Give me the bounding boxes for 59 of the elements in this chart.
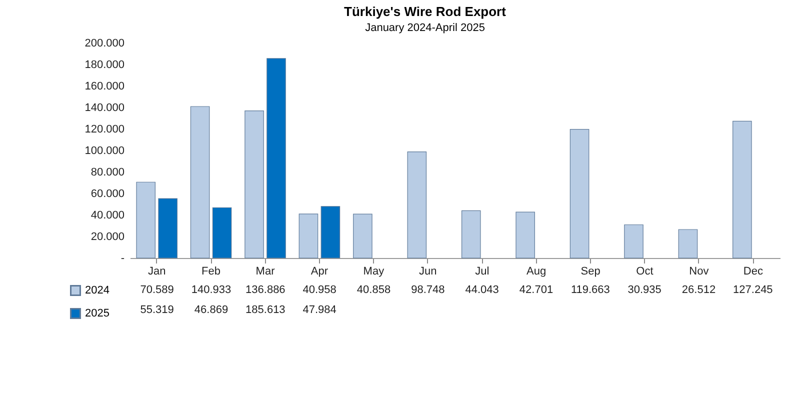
x-tick-label: May [363,266,385,278]
data-label: 30.935 [628,284,662,296]
x-tick-label: Nov [689,266,710,278]
bar [516,212,535,258]
y-tick-label: 60.000 [90,188,124,200]
y-tick-label: 160.000 [84,80,124,92]
data-label: 127.245 [733,284,773,296]
data-label: 119.663 [570,284,610,296]
data-label: 55.319 [140,304,174,316]
data-label: 42.701 [519,284,554,296]
x-tick-label: Aug [526,266,546,278]
x-tick-label: Jan [148,266,166,278]
x-tick-label: Jul [475,266,490,278]
x-tick-label: Mar [256,266,276,278]
bar [624,224,644,258]
x-tick-label: Jun [419,266,437,278]
bar [461,210,481,258]
x-tick-label: Apr [310,266,328,278]
y-tick-label: 120.000 [84,124,124,136]
data-label: 40.858 [356,284,391,296]
data-label: 26.512 [682,284,716,296]
bar [320,206,340,258]
bar [353,214,372,258]
bar [570,129,590,258]
y-tick-label: 140.000 [84,102,124,114]
legend-label: 2024 [85,284,110,296]
x-tick-label: Feb [202,266,221,278]
y-tick-label: 100.000 [84,145,124,157]
data-label: 44.043 [465,284,499,296]
bar [407,152,427,258]
bar [732,120,752,258]
y-tick-label: 180.000 [84,59,124,71]
data-label: 98.748 [411,284,445,296]
data-label: 46.869 [194,304,228,316]
bar [158,198,178,258]
legend-label: 2025 [85,308,110,320]
data-label: 136.886 [246,284,286,296]
bar [212,207,232,258]
data-label: 70.589 [140,284,174,296]
y-tick-label: 20.000 [90,231,124,243]
bar [190,106,210,258]
x-tick-label: Dec [743,266,764,278]
chart-title: Türkiye's Wire Rod Export [344,4,507,19]
y-tick-label: 200.000 [84,38,124,50]
data-label: 47.984 [302,304,336,316]
x-tick-label: Sep [580,266,600,278]
bar [298,214,318,258]
bar [136,182,156,258]
data-label: 140.933 [191,284,232,296]
data-label: 40.958 [302,284,336,296]
x-tick-label: Oct [636,266,654,278]
data-label: 185.613 [246,304,286,316]
bar [266,58,286,258]
y-tick-label: - [120,252,125,264]
bar [678,229,698,258]
y-tick-label: 80.000 [90,166,124,178]
y-tick-label: 40.000 [90,210,124,222]
chart-subtitle: January 2024-April 2025 [365,22,485,34]
bar [244,110,264,258]
